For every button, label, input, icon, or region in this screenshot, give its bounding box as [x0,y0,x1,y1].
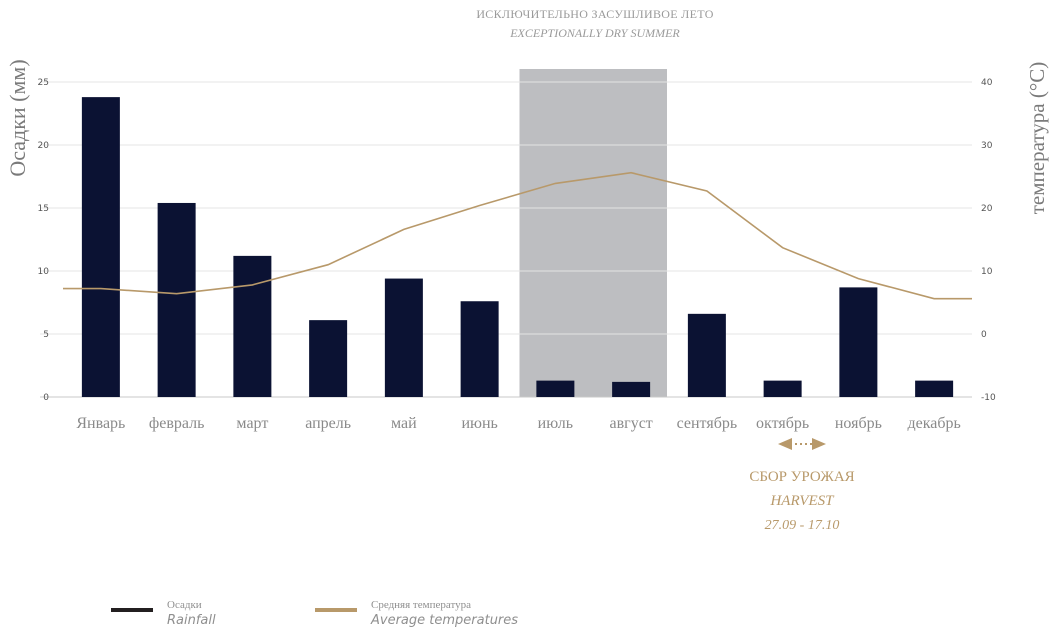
x-axis-labels: Январь февраль март апрель май июнь июль август… [76,415,960,432]
rainfall-bar [612,381,651,397]
harvest-arrow [778,438,826,450]
rainfall-bar [157,202,196,397]
x-tick-label: февраль [149,415,205,432]
temperature-label-en: Average temperatures [371,613,519,628]
legend-temperature: Средняя температура Average temperatures [315,598,518,630]
right-tick-label: 10 [981,267,993,277]
chart-subtitle: EXCEPTIONALLY DRY SUMMER [509,26,680,40]
x-tick-label: апрель [305,415,351,432]
x-tick-label: октябрь [756,415,809,432]
left-axis-label: Осадки (мм) [5,59,30,176]
legend-rainfall: Осадки Rainfall [111,598,216,630]
right-axis-label: температура (°C) [1025,62,1049,215]
temperature-line [63,171,972,300]
x-tick-label: июль [538,415,573,432]
x-tick-label: сентябрь [677,415,738,432]
right-axis-ticks: -10 0 10 20 30 40 [981,78,996,403]
left-tick-label: 10 [38,267,50,277]
x-tick-label: Январь [76,415,125,432]
rainfall-bar [460,301,499,397]
rainfall-bar [687,313,726,397]
left-tick-label: 5 [43,330,49,340]
x-tick-label: август [609,415,652,432]
rainfall-bars [81,97,954,398]
rainfall-bar [81,97,120,398]
rainfall-bar [384,278,423,397]
rainfall-bar [839,287,878,397]
rainfall-bar [233,255,272,397]
temperature-swatch [315,608,357,612]
dry-summer-highlight [519,69,667,397]
harvest-dates: 27.09 - 17.10 [764,518,840,533]
temperature-label-ru: Средняя температура [371,599,471,611]
rainfall-swatch [111,608,153,612]
rainfall-bar [915,380,954,397]
x-tick-label: май [391,415,417,432]
right-tick-label: 30 [981,141,993,151]
right-tick-label: 40 [981,78,993,88]
left-tick-label: 25 [38,78,49,88]
left-tick-label: 20 [38,141,50,151]
rainfall-bar [763,380,802,397]
x-tick-label: ноябрь [835,415,882,432]
x-tick-label: март [236,415,268,432]
left-tick-label: 0 [43,393,49,403]
x-tick-label: июнь [461,415,497,432]
right-tick-label: 0 [981,330,987,340]
chart-title: ИСКЛЮЧИТЕЛЬНО ЗАСУШЛИВОЕ ЛЕТО [476,7,713,21]
harvest-en: HARVEST [770,493,834,509]
x-tick-label: декабрь [907,415,960,432]
left-tick-label: 15 [38,204,49,214]
right-tick-label: 20 [981,204,993,214]
rainfall-label-ru: Осадки [167,599,202,611]
rainfall-label-en: Rainfall [167,613,216,628]
left-axis-ticks: 0 5 10 15 20 25 [38,78,50,403]
rainfall-bar [536,380,575,397]
rainfall-bar [309,320,348,397]
right-tick-label: -10 [981,393,996,403]
harvest-title: СБОР УРОЖАЯ [749,469,855,485]
